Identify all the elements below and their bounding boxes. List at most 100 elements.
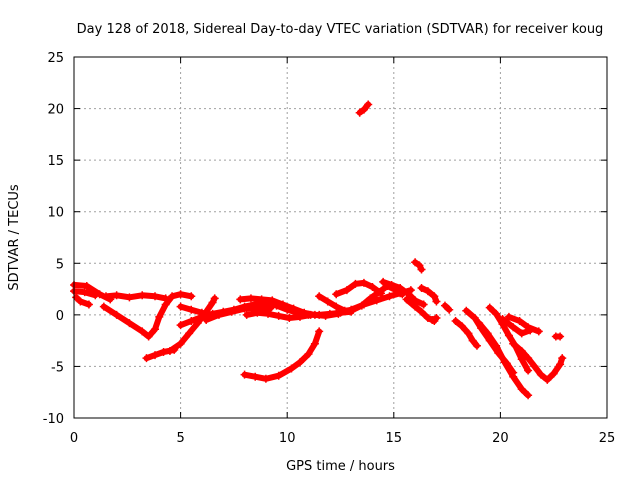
data-point [289,304,298,313]
data-point [524,391,533,400]
data-point [432,313,441,322]
data-point [210,294,219,303]
data-point [208,298,217,307]
data-point [161,300,170,309]
x-tick-label: 10 [279,431,296,446]
y-tick-label: 20 [47,103,64,118]
data-point [274,311,283,320]
data-point [415,261,424,270]
x-axis-label: GPS time / hours [286,459,395,474]
data-point [368,283,377,292]
series-arc-3 [72,293,93,309]
data-point [498,314,507,323]
data-point [483,329,492,338]
data-point [176,302,185,311]
data-point [214,310,223,319]
data-point [432,297,441,306]
x-tick-label: 0 [70,431,78,446]
data-point [509,339,518,348]
data-point [536,370,545,379]
data-point [402,295,411,304]
data-point [278,300,287,309]
data-point [227,307,236,316]
data-point [342,286,351,295]
series-arc-23 [475,319,533,400]
data-point [492,341,501,350]
data-point [334,309,343,318]
series-layer [70,100,567,400]
series-arc-21 [451,317,481,350]
data-point [242,310,251,319]
data-point [517,385,526,394]
data-point [549,369,558,378]
data-point [396,284,405,293]
data-point [492,309,501,318]
data-point [144,332,153,341]
data-point [332,302,341,311]
data-point [187,305,196,314]
data-point [509,323,518,332]
data-point [151,325,160,334]
data-point [472,341,481,350]
data-point [236,295,245,304]
data-point [524,323,533,332]
series-arc-17 [355,100,373,117]
data-point [504,312,513,321]
data-point [423,287,432,296]
data-point [357,301,366,310]
data-point [315,292,324,301]
data-point [185,329,194,338]
data-point [428,316,437,325]
data-point [112,310,121,319]
data-point [155,312,164,321]
data-point [517,346,526,355]
data-point [364,100,373,109]
data-point [530,362,539,371]
series-arc-5 [99,290,196,341]
data-point [138,291,147,300]
series-arc-29 [428,313,441,325]
series-line [499,316,534,337]
data-point [268,296,277,305]
data-point [257,295,266,304]
data-point [72,293,81,302]
data-point [310,339,319,348]
data-point [458,322,467,331]
data-point [125,319,134,328]
series-arc-20 [417,284,441,306]
data-point [440,301,449,310]
data-point [76,297,85,306]
data-point [99,302,108,311]
data-point [165,346,174,355]
series-line [418,285,440,305]
y-tick-label: 10 [47,206,64,221]
data-point [323,297,332,306]
data-point [419,300,428,309]
x-tick-label: 15 [386,431,403,446]
data-point [355,108,364,117]
data-point [387,280,396,289]
y-tick-label: -5 [51,360,64,375]
data-point [187,317,196,326]
series-arc-13 [240,327,324,383]
data-point [304,350,313,359]
data-point [340,306,349,315]
data-point [464,329,473,338]
data-point [138,327,147,336]
data-point [462,306,471,315]
data-point [285,313,294,322]
series-arc-10 [202,303,275,325]
data-point [379,277,388,286]
data-point [500,358,509,367]
y-tick-label: -10 [43,412,64,427]
y-tick-label: 0 [56,309,64,324]
data-point [142,354,151,363]
data-point [351,279,360,288]
data-point [240,370,249,379]
data-point [125,293,134,302]
series-arc-30 [440,301,454,314]
data-point [524,366,533,375]
data-point [524,354,533,363]
data-point [515,317,524,326]
data-point [377,289,386,298]
